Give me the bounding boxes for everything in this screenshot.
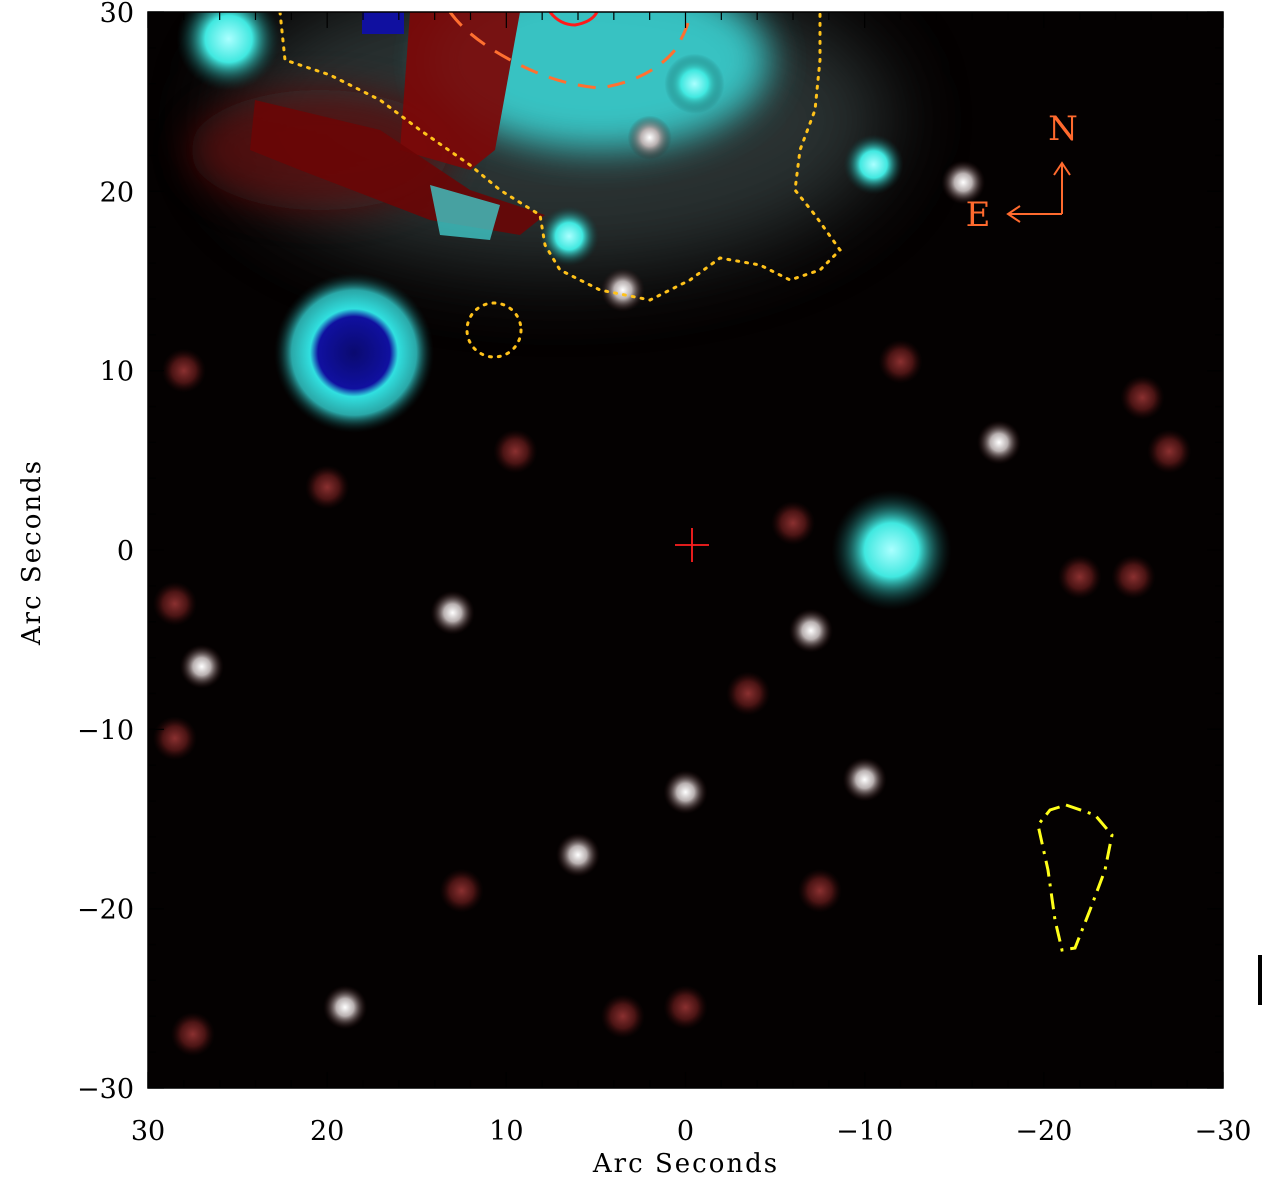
y-tick-label: 30 xyxy=(100,0,134,29)
east-arrow-icon xyxy=(1006,205,1062,223)
x-tick-label: 0 xyxy=(677,1116,694,1147)
source-red-22 xyxy=(1057,554,1102,599)
source-red-24 xyxy=(1120,375,1165,420)
source-white-11 xyxy=(600,267,645,312)
y-tick-label: −30 xyxy=(77,1074,134,1105)
point-sources xyxy=(152,12,1192,1057)
source-white-16 xyxy=(627,115,672,160)
x-tick-label: 20 xyxy=(310,1116,344,1147)
colorbar-fragment xyxy=(1258,955,1262,1005)
source-white-9 xyxy=(430,590,475,635)
source-red-30 xyxy=(771,501,815,546)
x-tick-label: −10 xyxy=(836,1116,893,1147)
y-tick-label: 20 xyxy=(100,177,134,208)
saturation-block xyxy=(362,12,404,34)
source-white-7 xyxy=(842,757,887,802)
compass: N E xyxy=(966,109,1078,235)
source-red-20 xyxy=(663,985,708,1030)
source-red-18 xyxy=(305,465,350,510)
source-red-27 xyxy=(152,716,197,761)
compass-north-label: N xyxy=(1048,109,1078,149)
source-cyan-4 xyxy=(664,53,725,114)
source-red-33 xyxy=(170,1012,215,1057)
source-white-13 xyxy=(941,160,986,205)
saturation-streak xyxy=(430,185,500,240)
source-white-15 xyxy=(323,985,368,1030)
source-cyan-bright-0 xyxy=(176,12,281,91)
center-marker-icon xyxy=(675,528,709,562)
source-red-23 xyxy=(1111,554,1156,599)
source-red-25 xyxy=(878,339,923,384)
source-white-10 xyxy=(556,832,600,877)
source-red-17 xyxy=(161,348,206,393)
source-white-8 xyxy=(663,770,708,815)
source-red-29 xyxy=(1147,429,1192,474)
source-white-12 xyxy=(788,608,833,653)
source-red-21 xyxy=(600,994,645,1039)
source-white-6 xyxy=(977,420,1022,465)
y-tick-label: −20 xyxy=(77,895,134,926)
diffuse-emission-core xyxy=(430,12,770,150)
x-tick-label: −30 xyxy=(1195,1116,1252,1147)
y-tick-label: 0 xyxy=(117,536,134,567)
axis-ticks: 30 20 10 0 −10 −20 −30 30 20 10 0 −10 −20 −30 xyxy=(77,0,1251,1147)
north-arrow-icon xyxy=(1053,161,1071,214)
compass-east-label: E xyxy=(966,195,991,235)
image-content xyxy=(152,12,1192,1057)
dotted-contour-small xyxy=(465,301,523,359)
y-axis-title: Arc Seconds xyxy=(17,459,47,646)
y-tick-label: −10 xyxy=(77,715,134,746)
x-tick-label: 30 xyxy=(131,1116,165,1147)
source-red-26 xyxy=(493,429,538,474)
x-axis-title: Arc Seconds xyxy=(592,1149,779,1178)
solid-contour xyxy=(548,12,599,27)
source-red-28 xyxy=(152,581,197,626)
source-cyan-2 xyxy=(843,134,904,195)
y-tick-label: 10 xyxy=(100,357,134,388)
source-red-19 xyxy=(439,868,484,913)
source-saturated-5 xyxy=(274,272,435,433)
source-cyan-1 xyxy=(539,206,600,267)
x-tick-label: 10 xyxy=(489,1116,523,1147)
source-cyan-large-3 xyxy=(831,490,952,610)
source-red-32 xyxy=(797,868,842,913)
source-white-14 xyxy=(179,644,224,689)
source-red-31 xyxy=(726,671,771,716)
saturation-streak xyxy=(400,12,520,170)
dotted-contour xyxy=(278,12,842,302)
x-tick-label: −20 xyxy=(1015,1116,1072,1147)
